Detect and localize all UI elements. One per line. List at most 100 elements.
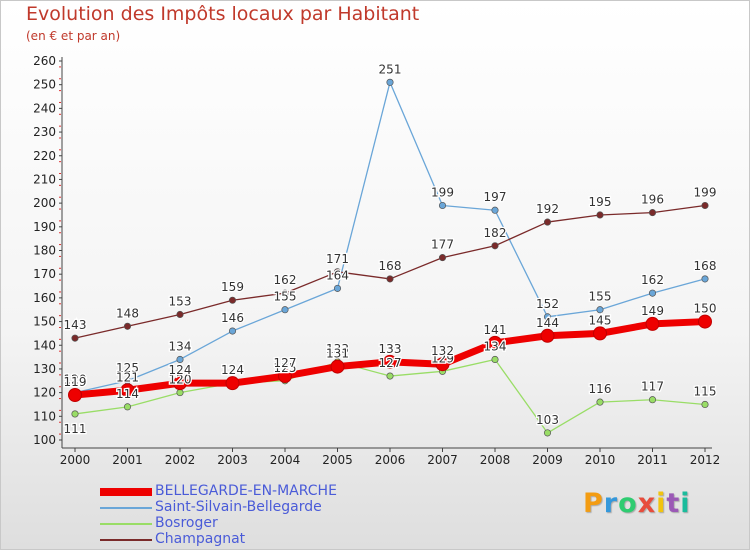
y-tick-label: 150 [33, 315, 56, 329]
data-label: 197 [484, 190, 507, 204]
data-label: 196 [641, 193, 664, 207]
data-point [491, 206, 499, 214]
y-tick-label: 210 [33, 172, 56, 186]
x-tick-label: 2001 [112, 453, 143, 467]
data-label: 159 [221, 280, 244, 294]
data-label: 150 [694, 302, 717, 316]
x-tick-label: 2002 [165, 453, 196, 467]
data-label: 182 [484, 226, 507, 240]
data-point [176, 355, 184, 364]
data-label: 199 [694, 185, 717, 199]
data-point [648, 289, 657, 297]
data-point [543, 313, 552, 321]
data-point [386, 275, 394, 283]
data-label: 111 [64, 422, 87, 436]
data-label: 103 [536, 413, 559, 427]
data-label: 162 [274, 273, 297, 287]
data-label: 141 [484, 323, 507, 337]
legend-label: Champagnat [155, 531, 246, 547]
data-label: 177 [431, 238, 454, 252]
data-point [596, 306, 604, 314]
data-point [488, 335, 502, 350]
y-tick-label: 120 [33, 386, 56, 400]
data-point [333, 284, 342, 292]
y-tick-label: 170 [33, 267, 56, 281]
y-tick-label: 230 [33, 125, 56, 139]
logo-letter: r [603, 488, 619, 519]
data-point [593, 326, 607, 341]
logo-letter: P [583, 488, 604, 519]
x-tick-label: 2000 [60, 453, 91, 467]
data-label: 125 [274, 361, 297, 375]
y-tick-label: 140 [33, 338, 56, 352]
data-point [648, 209, 657, 217]
data-point [491, 242, 499, 250]
legend-swatch-bellegarde [100, 488, 152, 496]
data-label: 168 [694, 259, 717, 273]
x-tick-label: 2003 [217, 453, 248, 467]
data-point [123, 322, 132, 330]
data-point [435, 357, 450, 372]
logo-letter: t [666, 488, 681, 519]
data-label: 251 [379, 62, 402, 76]
y-tick-label: 260 [33, 54, 56, 68]
data-label: 134 [169, 339, 192, 353]
data-label: 171 [326, 252, 349, 266]
data-point [123, 403, 132, 411]
data-label: 124 [169, 363, 192, 377]
logo-letter: i [656, 488, 667, 519]
data-label: 155 [589, 290, 612, 304]
data-label: 131 [326, 347, 349, 361]
data-point [68, 387, 82, 402]
x-tick-label: 2005 [322, 453, 353, 467]
data-label: 134 [484, 339, 507, 353]
data-point [330, 359, 345, 374]
data-label: 121 [116, 370, 139, 384]
data-point [278, 369, 292, 384]
data-point [701, 201, 709, 210]
data-label: 162 [641, 273, 664, 287]
data-point [386, 372, 394, 380]
x-tick-label: 2008 [480, 453, 511, 467]
data-label: 155 [274, 290, 297, 304]
data-label: 124 [221, 363, 244, 377]
logo-letter: x [637, 488, 657, 519]
data-label: 145 [589, 313, 612, 327]
data-label: 127 [379, 356, 402, 370]
data-point [438, 254, 447, 262]
data-point [596, 211, 604, 219]
data-point [701, 275, 709, 283]
legend-label: Saint-Silvain-Bellegarde [155, 499, 322, 515]
y-tick-label: 110 [33, 409, 56, 423]
data-label: 124 [221, 363, 244, 377]
logo-letter: i [680, 488, 691, 519]
data-point [281, 289, 289, 297]
data-point [701, 400, 709, 409]
y-tick-label: 220 [33, 149, 56, 163]
data-point [648, 396, 657, 404]
data-label: 117 [641, 380, 664, 394]
data-point [543, 429, 552, 437]
data-label: 114 [116, 387, 139, 401]
x-tick-label: 2011 [637, 453, 668, 467]
legend-label: Bosroger [155, 515, 218, 531]
y-tick-label: 200 [33, 196, 56, 210]
data-label: 125 [116, 361, 139, 375]
data-point [176, 389, 184, 397]
data-point [386, 78, 394, 86]
data-point [225, 376, 240, 391]
data-label: 199 [431, 185, 454, 199]
data-label: 120 [64, 373, 87, 387]
data-label: 116 [589, 382, 612, 396]
chart-title: Evolution des Impôts locaux par Habitant [26, 3, 420, 25]
legend-swatch-champagnat [100, 539, 152, 541]
y-tick-label: 250 [33, 78, 56, 92]
data-label: 146 [221, 311, 244, 325]
data-point [383, 354, 397, 369]
data-point [176, 310, 184, 319]
data-point [71, 410, 79, 418]
logo-letter: o [618, 488, 638, 519]
data-point [281, 306, 289, 314]
